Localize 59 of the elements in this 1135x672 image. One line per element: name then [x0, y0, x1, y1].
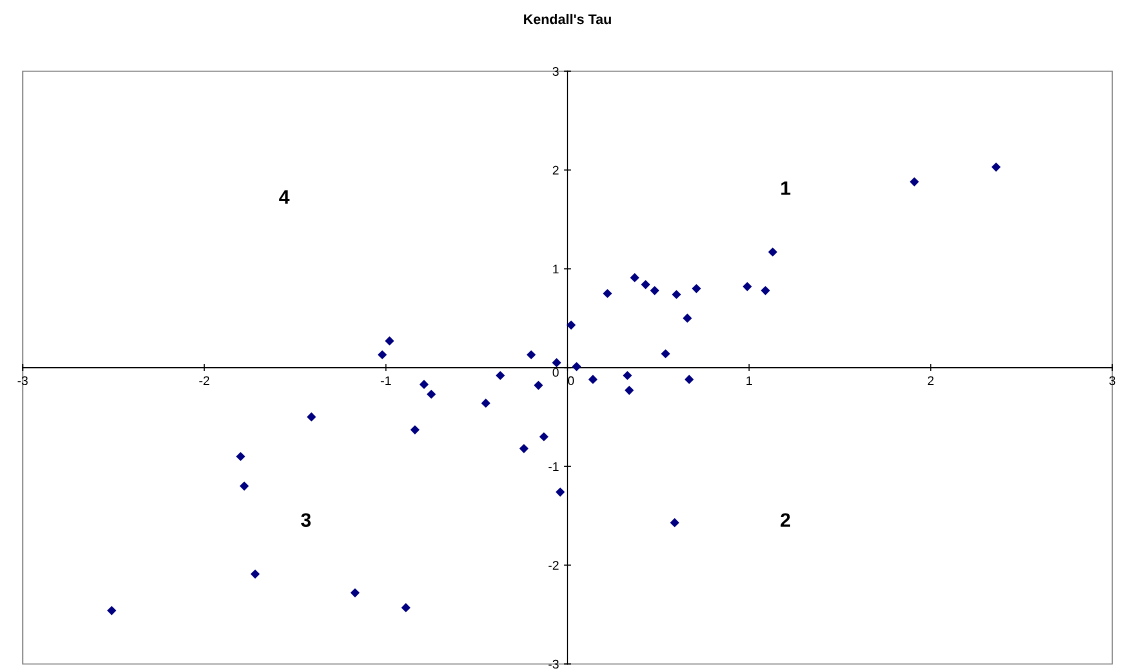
point — [691, 283, 702, 294]
point — [671, 289, 682, 300]
point — [588, 374, 598, 385]
point — [539, 432, 549, 442]
y-tick-label: 3 — [552, 67, 559, 76]
point — [760, 285, 771, 296]
point — [533, 380, 544, 390]
annotation: 4 — [279, 190, 290, 204]
point — [419, 379, 429, 389]
y-tick-label: 0 — [552, 367, 559, 377]
annotation: 2 — [780, 513, 791, 527]
point — [909, 177, 919, 187]
point — [571, 361, 582, 372]
y-tick-label: -1 — [548, 462, 559, 471]
point — [350, 588, 360, 598]
point — [670, 518, 680, 528]
x-tick-label: -2 — [199, 376, 210, 385]
point — [239, 481, 249, 491]
point — [495, 370, 505, 381]
y-tick-label: -2 — [548, 560, 559, 570]
point — [660, 349, 671, 359]
point — [630, 273, 640, 283]
point — [250, 569, 260, 579]
point — [384, 336, 395, 346]
point — [682, 313, 692, 323]
point — [650, 285, 660, 296]
y-tick-label: 1 — [553, 264, 559, 274]
x-tick-label: 2 — [927, 376, 934, 385]
point — [426, 389, 436, 399]
point — [410, 425, 420, 435]
x-tick-label: 0 — [567, 376, 574, 386]
point — [624, 385, 634, 395]
x-tick-label: 3 — [1109, 376, 1116, 386]
point — [306, 412, 317, 422]
point — [622, 370, 633, 381]
x-tick-label: 1 — [746, 376, 752, 385]
annotation: 3 — [301, 513, 311, 527]
point — [742, 281, 752, 292]
x-tick-label: -3 — [17, 376, 28, 386]
point — [768, 247, 778, 257]
point — [991, 162, 1001, 172]
point — [526, 350, 536, 360]
point — [519, 443, 529, 454]
point — [236, 451, 246, 462]
point — [602, 288, 613, 299]
y-tick-label: -3 — [548, 659, 559, 669]
point — [555, 487, 565, 497]
x-tick-label: -1 — [380, 376, 391, 385]
annotation: 1 — [781, 181, 791, 195]
point — [640, 280, 651, 290]
point — [684, 374, 694, 385]
point — [401, 603, 411, 613]
y-tick-label: 2 — [552, 165, 559, 175]
chart-title: Kendall's Tau — [524, 13, 611, 25]
point — [377, 350, 387, 360]
point — [552, 358, 562, 368]
point — [107, 605, 117, 616]
point — [481, 398, 491, 408]
point — [566, 320, 576, 330]
